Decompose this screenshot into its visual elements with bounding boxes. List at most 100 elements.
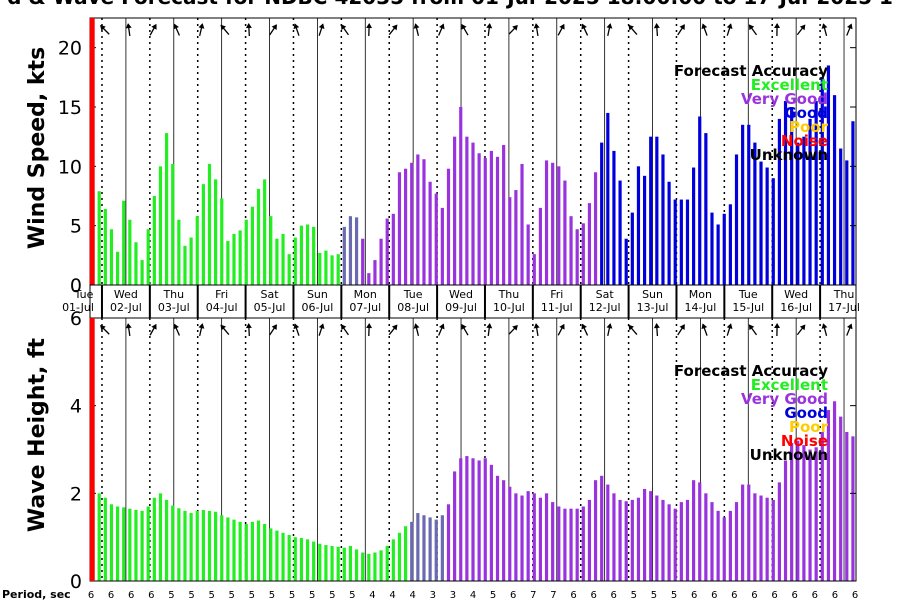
wind-bar — [563, 180, 567, 285]
date-label: 14-Jul — [684, 301, 716, 314]
wind-bar — [428, 181, 432, 285]
wind-bar — [630, 212, 634, 285]
date-label: 08-Jul — [397, 301, 429, 314]
wind-bar — [765, 167, 769, 285]
wave-bar — [753, 493, 757, 581]
day-of-week-label: Thu — [833, 288, 855, 301]
direction-arrow-icon — [557, 323, 565, 336]
legend-item: Very Good — [741, 390, 828, 408]
wind-bar — [115, 251, 120, 285]
wind-bar — [275, 238, 279, 285]
date-label: 15-Jul — [732, 301, 764, 314]
wave-bar — [532, 493, 536, 581]
wave-bar — [692, 480, 696, 581]
wave-bar — [232, 519, 236, 581]
wave-bar — [808, 449, 812, 581]
direction-arrow-icon — [581, 23, 589, 36]
direction-arrow-icon — [677, 24, 685, 36]
y-tick-label: 0 — [70, 275, 82, 297]
wave-bar — [146, 506, 150, 581]
direction-arrow-icon — [388, 324, 398, 336]
period-value: 4 — [369, 590, 375, 600]
period-value: 5 — [188, 590, 194, 600]
wave-bar — [183, 510, 187, 581]
wind-bar — [655, 136, 659, 285]
period-value: 4 — [409, 590, 415, 600]
wind-bar — [440, 207, 444, 285]
wave-bar — [158, 493, 163, 581]
wind-bar — [324, 250, 328, 285]
wave-bar — [453, 471, 457, 581]
wind-bar — [183, 245, 187, 285]
direction-arrow-icon — [245, 23, 252, 37]
wave-bar — [710, 502, 714, 581]
direction-arrow-icon — [220, 24, 230, 36]
direction-arrow-icon — [486, 323, 493, 337]
period-value: 5 — [490, 590, 496, 600]
direction-arrow-icon — [293, 23, 300, 36]
wind-bar — [704, 133, 708, 285]
wind-bar — [606, 112, 610, 285]
wind-bar — [514, 190, 518, 285]
period-value: 5 — [651, 590, 657, 600]
wind-bar — [122, 200, 126, 285]
wave-bar — [832, 401, 837, 581]
wave-bar — [379, 550, 383, 581]
day-of-week-label: Wed — [114, 288, 138, 301]
wind-bar — [489, 150, 493, 285]
wind-bar — [207, 163, 212, 285]
direction-arrow-icon — [413, 23, 420, 36]
wind-bar — [226, 241, 230, 285]
wind-bar — [379, 238, 383, 285]
wind-direction-arrows — [100, 23, 853, 37]
wave-bar — [103, 497, 107, 581]
wave-bar — [434, 519, 438, 581]
wave-bar — [269, 528, 273, 581]
wave-bar — [698, 482, 702, 581]
period-value: 6 — [590, 590, 596, 600]
wind-bar — [318, 252, 322, 285]
wind-bar — [814, 101, 818, 285]
direction-arrow-icon — [413, 323, 420, 336]
direction-arrow-icon — [701, 23, 708, 36]
wind-bar — [820, 77, 824, 285]
direction-arrow-icon — [796, 324, 806, 336]
wave-bar — [569, 508, 573, 581]
wind-bar — [189, 237, 193, 285]
wave-bar — [495, 475, 500, 581]
period-value: 6 — [751, 590, 757, 600]
wave-bar — [305, 539, 310, 581]
wave-bar — [796, 440, 800, 581]
direction-arrow-icon — [318, 323, 325, 336]
direction-arrow-icon — [198, 323, 205, 336]
wind-bar — [734, 154, 739, 285]
direction-arrow-icon — [245, 323, 252, 337]
direction-arrow-icon — [366, 323, 373, 337]
wind-bar — [802, 136, 806, 285]
wind-bar — [502, 144, 506, 285]
wind-bar — [667, 181, 671, 285]
wave-bar — [201, 509, 205, 581]
wind-bar — [710, 212, 714, 285]
wind-bar — [410, 162, 414, 285]
wave-bar — [416, 513, 420, 581]
direction-arrow-icon — [149, 323, 157, 336]
wind-bar — [569, 216, 573, 285]
wind-bar — [698, 116, 702, 285]
y-tick-label: 15 — [58, 97, 82, 119]
wave-bar — [128, 508, 132, 581]
direction-arrow-icon — [533, 323, 540, 337]
wave-bar — [606, 484, 610, 581]
wave-bar — [575, 508, 579, 581]
period-value: 7 — [530, 590, 536, 600]
direction-arrow-icon — [486, 23, 493, 37]
wave-bar — [544, 493, 549, 581]
direction-arrow-icon — [198, 23, 205, 36]
direction-arrow-icon — [653, 23, 660, 37]
wind-bar — [269, 216, 273, 285]
wave-bar — [428, 517, 432, 581]
day-of-week-label: Sat — [261, 288, 280, 301]
wave-bar — [446, 504, 451, 581]
